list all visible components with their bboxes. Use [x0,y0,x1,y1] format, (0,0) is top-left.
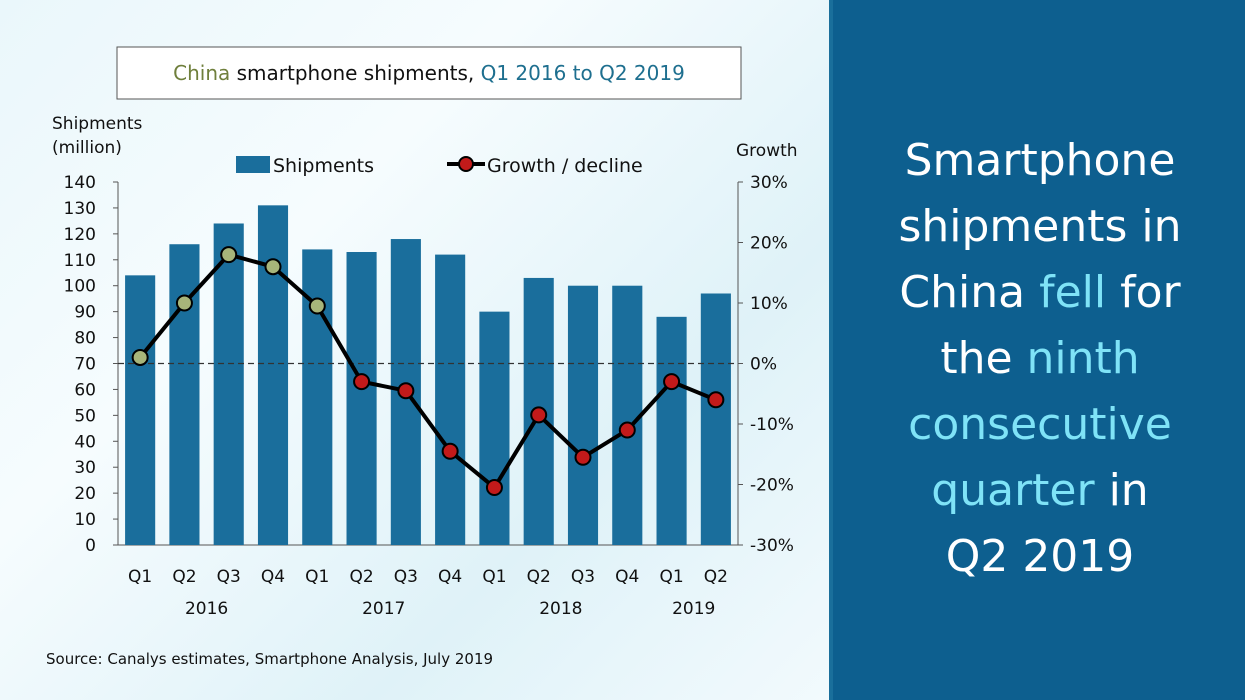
bar-shipments-0 [125,275,156,545]
y-axis-title-line-0: Shipments [52,114,143,134]
chart-title-part-0: China [173,61,230,85]
growth-point-4 [308,297,326,315]
growth-point-5 [353,373,371,391]
growth-point-7 [441,442,459,460]
x-tick-label: Q1 [659,567,683,587]
chart-panel: China smartphone shipments, Q1 2016 to Q… [0,0,833,700]
headline-segment: China [899,267,1040,318]
x-tick-label: Q2 [349,567,373,587]
bar-shipments-12 [656,316,687,545]
growth-point-12 [663,373,681,391]
headline-line-0: Smartphone [860,128,1220,194]
y-tick-label: 20 [74,484,96,504]
y2-axis-title: Growth [736,141,798,161]
y-tick-label: 100 [64,277,96,297]
bar-shipments-10 [567,285,599,545]
bar-shipments-8 [479,311,510,545]
headline-line-1: shipments in [860,194,1220,260]
x-tick-label: Q3 [394,567,418,587]
growth-point-11 [618,421,636,439]
headline-segment: in [1094,465,1149,516]
y-tick-label: 130 [64,199,96,219]
y2-tick-label: -10% [750,415,794,435]
y-tick-label: 70 [74,355,96,375]
y-tick-label: 60 [74,380,96,400]
title-box [116,46,742,100]
y-tick-label: 120 [64,225,96,245]
legend-label-growth: Growth / decline [487,155,643,177]
headline-highlight: ninth [1026,333,1140,384]
x-tick-label: Q2 [704,567,728,587]
y-tick-label: 80 [74,329,96,349]
bar-shipments-3 [257,205,289,546]
x-tick-label: Q2 [527,567,551,587]
bar-shipments-13 [700,293,731,545]
growth-point-6 [397,382,415,400]
growth-point-2 [220,246,238,264]
y-tick-label: 110 [64,251,96,271]
growth-point-8 [485,479,503,497]
y-tick-label: 0 [85,536,96,556]
headline-line-6: Q2 2019 [860,524,1220,590]
bar-shipments-7 [435,254,466,545]
legend-label-shipments: Shipments [273,155,374,177]
headline-line-4: consecutive [860,392,1220,458]
y-tick-label: 30 [74,458,96,478]
x-tick-label: Q4 [438,567,462,587]
x-year-label: 2019 [672,599,715,619]
bar-shipments-11 [612,285,643,545]
headline-line-3: the ninth [860,326,1220,392]
chart-title: China smartphone shipments, Q1 2016 to Q… [173,61,685,85]
headline-segment: for [1106,267,1181,318]
chart-title-part-2: Q1 2016 to Q2 2019 [481,61,685,85]
headline-segment: Smartphone [904,135,1176,186]
chart-title-part-1: smartphone shipments, [230,61,480,85]
headline-line-5: quarter in [860,458,1220,524]
y2-tick-label: 10% [750,294,788,314]
headline-line-2: China fell for [860,260,1220,326]
x-tick-label: Q4 [615,567,639,587]
y2-tick-label: 0% [750,355,777,375]
headline-highlight: fell [1039,267,1107,318]
x-year-label: 2017 [362,599,405,619]
growth-point-3 [264,258,282,276]
y2-tick-label: -20% [750,476,794,496]
x-tick-label: Q4 [261,567,285,587]
headline-highlight: quarter [931,465,1095,516]
y-tick-label: 10 [74,510,96,530]
source-note: Source: Canalys estimates, Smartphone An… [46,650,494,668]
growth-point-0 [131,348,149,366]
x-tick-label: Q3 [217,567,241,587]
bar-shipments-2 [213,223,244,545]
headline-segment: Q2 2019 [945,531,1135,582]
headline-highlight: consecutive [908,399,1172,450]
headline-segment: shipments in [898,201,1182,252]
y-tick-label: 40 [74,432,96,452]
y-axis-title-line-1: (million) [52,138,122,158]
chart: China smartphone shipments, Q1 2016 to Q… [52,46,798,619]
growth-point-10 [574,448,592,466]
x-year-label: 2016 [185,599,228,619]
growth-point-9 [530,406,548,424]
x-tick-label: Q1 [128,567,152,587]
y2-tick-label: 20% [750,234,788,254]
bar-shipments-4 [302,249,333,545]
headline-text: Smartphone shipments in China fell for the … [860,128,1220,590]
growth-point-1 [175,294,193,312]
x-tick-label: Q1 [305,567,329,587]
y2-tick-label: 30% [750,173,788,193]
growth-point-13 [707,391,725,409]
legend-marker-growth [458,156,474,172]
y-tick-label: 50 [74,406,96,426]
headline-segment: the [940,333,1027,384]
y2-tick-label: -30% [750,536,794,556]
x-tick-label: Q1 [482,567,506,587]
legend-swatch-shipments [236,156,270,173]
x-tick-label: Q3 [571,567,595,587]
bar-shipments-5 [346,252,377,545]
y-tick-label: 140 [64,173,96,193]
y-tick-label: 90 [74,303,96,323]
x-year-label: 2018 [539,599,582,619]
x-tick-label: Q2 [172,567,196,587]
